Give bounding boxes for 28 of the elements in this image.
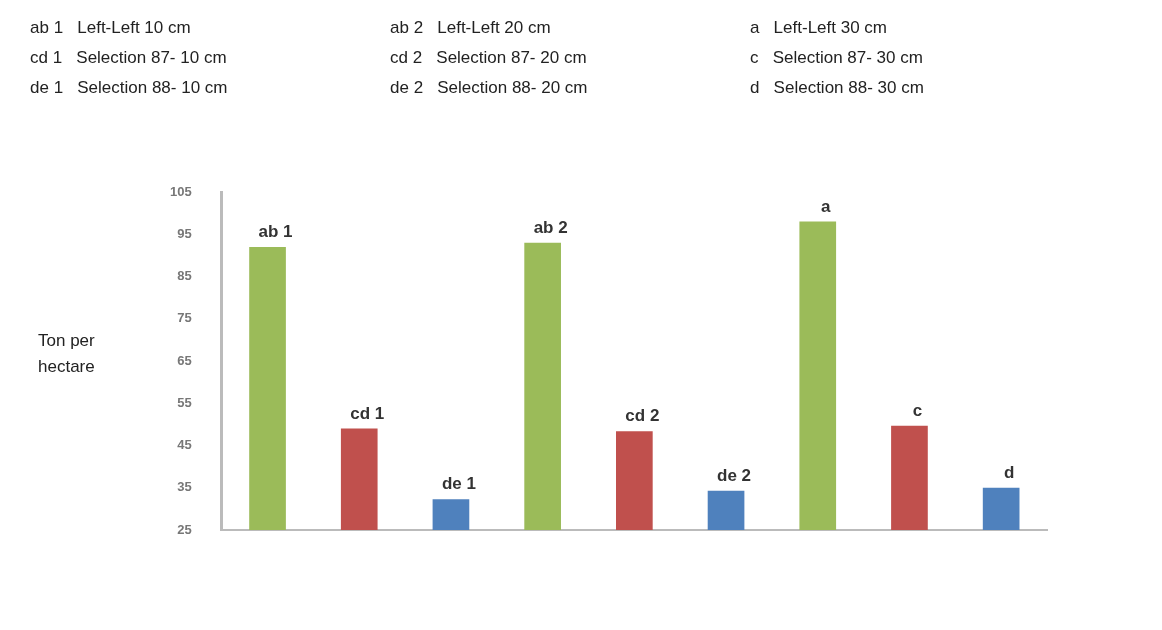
data-label: ab 1 xyxy=(258,222,293,242)
data-label: d xyxy=(1003,462,1015,482)
y-tick-label: 65 xyxy=(177,352,192,368)
text: de 2 Selection 88- 20 cm xyxy=(390,78,589,98)
y-tick-label: 85 xyxy=(177,268,192,284)
y-tick-label: 105 xyxy=(169,183,192,199)
y-tick-label: 35 xyxy=(177,479,192,495)
y-axis-title: Ton per hectare xyxy=(38,330,96,378)
text: c Selection 87- 30 cm xyxy=(750,48,924,68)
data-label: c xyxy=(912,400,923,420)
data-label: de 1 xyxy=(441,474,476,494)
text: ab 2 Left-Left 20 cm xyxy=(390,18,552,38)
y-tick-label: 55 xyxy=(177,394,192,410)
y-tick-label: 25 xyxy=(177,521,192,537)
y-tick-label: 95 xyxy=(177,225,192,241)
y-tick-label: 75 xyxy=(177,310,192,326)
text: ab 1 Left-Left 10 cm xyxy=(30,18,192,38)
data-label: cd 2 xyxy=(625,406,660,426)
data-label: ab 2 xyxy=(533,217,568,237)
data-label: de 2 xyxy=(717,465,752,485)
text: cd 1 Selection 87- 10 cm xyxy=(30,48,228,68)
text: cd 2 Selection 87- 20 cm xyxy=(390,48,588,68)
text: d Selection 88- 30 cm xyxy=(750,78,925,98)
data-label: cd 1 xyxy=(350,403,385,423)
data-label: a xyxy=(821,196,832,216)
y-tick-label: 45 xyxy=(177,437,192,453)
text: de 1 Selection 88- 10 cm xyxy=(30,78,229,98)
text: a Left-Left 30 cm xyxy=(750,18,888,38)
